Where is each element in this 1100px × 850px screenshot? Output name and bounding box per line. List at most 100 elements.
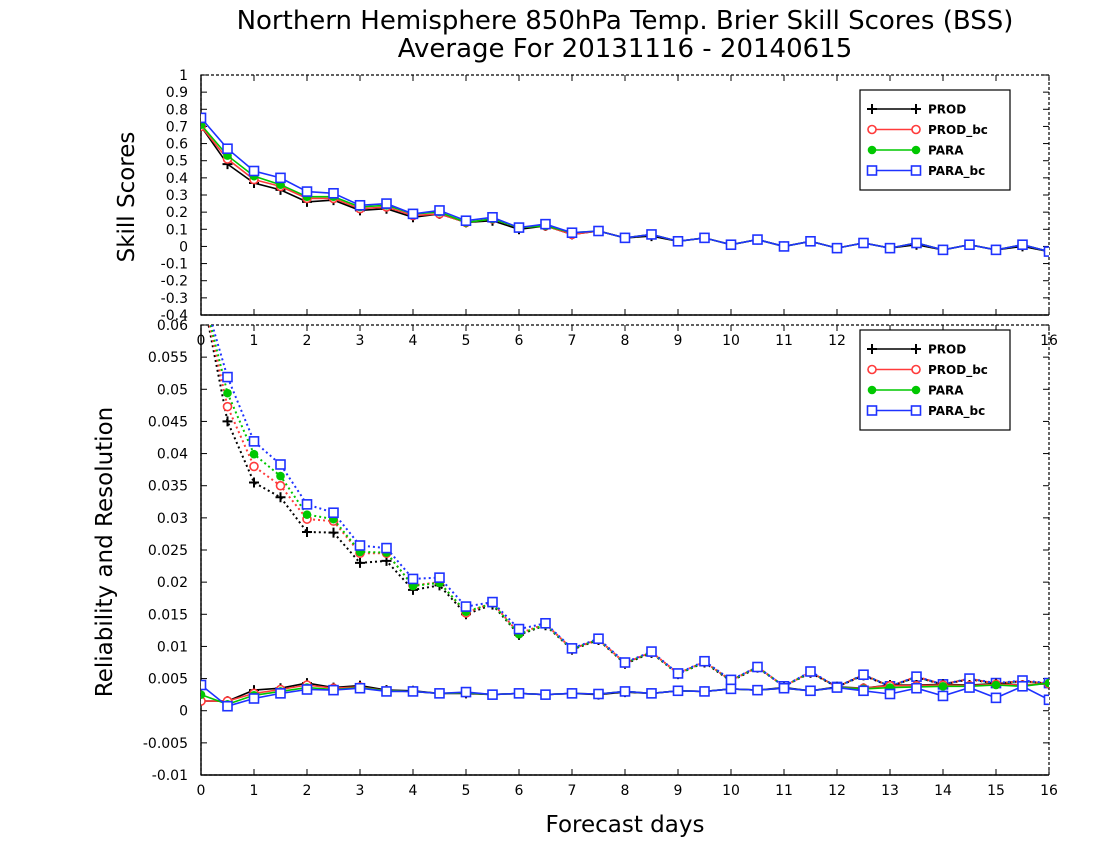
- data-point: [805, 685, 816, 697]
- x-tick-label: 2: [303, 333, 312, 349]
- data-point: [858, 669, 869, 681]
- data-point: [487, 211, 498, 223]
- data-point: [222, 700, 233, 712]
- reliability-resolution-panel: -0.01 -0.005 0 0.005 0.01 0.015 0.02 0.025 0.03 0…: [143, 318, 1058, 799]
- x-tick-label: 8: [621, 333, 630, 349]
- y-tick-label: 0.06: [157, 318, 188, 334]
- data-point: [275, 172, 286, 184]
- x-tick-label: 14: [934, 783, 952, 799]
- legend-marker: [911, 104, 921, 114]
- data-point: [805, 666, 816, 677]
- y-tick-label: 0.6: [166, 137, 188, 153]
- data-point: [540, 689, 551, 700]
- y-tick-label: 0.9: [166, 85, 188, 101]
- y-tick-label: 0.8: [166, 102, 188, 118]
- data-point: [328, 684, 339, 696]
- data-point: [301, 499, 313, 510]
- data-point: [1017, 680, 1028, 692]
- legend-marker: [911, 145, 921, 155]
- data-point: [752, 684, 763, 696]
- data-point: [248, 436, 260, 447]
- data-point: [407, 573, 419, 585]
- y-tick-label: -0.3: [161, 291, 188, 307]
- data-point: [249, 461, 259, 472]
- data-point: [990, 692, 1002, 704]
- y-tick-label: 0.7: [166, 119, 188, 135]
- y-tick-label: -0.2: [161, 274, 188, 290]
- x-axis-label: Forecast days: [546, 812, 705, 838]
- data-point: [355, 557, 365, 568]
- data-point: [275, 480, 286, 491]
- legend-marker: [867, 385, 877, 395]
- legend-label: PARA_bc: [928, 404, 985, 419]
- legend-marker: [867, 104, 877, 114]
- y-tick-label: 0.005: [148, 672, 188, 688]
- y-tick-label: 0.05: [157, 382, 188, 398]
- data-point: [646, 229, 657, 240]
- legend-marker: [866, 165, 878, 176]
- data-point: [276, 471, 285, 481]
- data-point: [884, 688, 896, 700]
- data-point: [593, 688, 604, 700]
- data-point: [275, 459, 286, 470]
- data-point: [487, 689, 498, 700]
- data-point: [275, 688, 286, 699]
- data-point: [328, 187, 339, 199]
- x-tick-label: 0: [197, 333, 206, 349]
- y-axis-label-reliability: Reliability and Resolution: [92, 407, 118, 697]
- chart-subtitle: Average For 20131116 - 20140615: [398, 34, 853, 64]
- x-tick-label: 8: [621, 783, 630, 799]
- data-point: [222, 371, 233, 383]
- data-point: [354, 540, 366, 551]
- data-point: [938, 681, 948, 691]
- data-point: [381, 198, 392, 209]
- data-point: [725, 683, 737, 695]
- data-point: [831, 682, 843, 693]
- data-point: [201, 690, 206, 699]
- data-point: [434, 688, 445, 699]
- legend-label: PROD: [928, 343, 966, 357]
- data-point: [991, 680, 1001, 690]
- data-point: [248, 165, 260, 177]
- data-point: [460, 601, 472, 612]
- data-point: [566, 227, 578, 239]
- legend-marker: [867, 344, 877, 354]
- y-tick-label: 0.2: [166, 205, 188, 221]
- x-tick-label: 10: [722, 783, 740, 799]
- y-tick-label: -0.01: [152, 768, 188, 784]
- data-point: [301, 186, 313, 197]
- y-tick-label: 0.02: [157, 575, 188, 591]
- legend-marker: [911, 385, 921, 395]
- data-point: [540, 617, 551, 629]
- data-point: [328, 527, 339, 538]
- data-point: [937, 690, 949, 702]
- y-tick-label: 0: [179, 704, 188, 720]
- x-tick-label: 3: [356, 333, 365, 349]
- data-point: [381, 686, 392, 697]
- y-tick-label: -0.005: [143, 736, 188, 752]
- data-point: [222, 401, 233, 412]
- data-point: [964, 239, 975, 251]
- data-point: [725, 239, 737, 251]
- data-point: [752, 234, 763, 245]
- y-tick-label: 0.04: [157, 447, 188, 463]
- data-point: [619, 232, 631, 244]
- legend-label: PROD: [928, 103, 966, 117]
- data-point: [302, 527, 312, 537]
- data-point: [672, 235, 684, 247]
- data-point: [407, 208, 419, 220]
- data-point: [513, 623, 525, 635]
- data-point: [407, 686, 419, 697]
- data-point: [646, 646, 657, 657]
- data-point: [328, 507, 339, 519]
- legend-marker: [911, 344, 921, 354]
- data-point: [778, 241, 790, 252]
- x-tick-label: 0: [197, 783, 206, 799]
- data-point: [672, 668, 684, 679]
- data-point: [646, 688, 657, 699]
- data-point: [381, 542, 392, 554]
- data-point: [805, 235, 816, 247]
- data-point: [460, 215, 472, 227]
- data-point: [354, 682, 366, 694]
- data-point: [487, 596, 498, 608]
